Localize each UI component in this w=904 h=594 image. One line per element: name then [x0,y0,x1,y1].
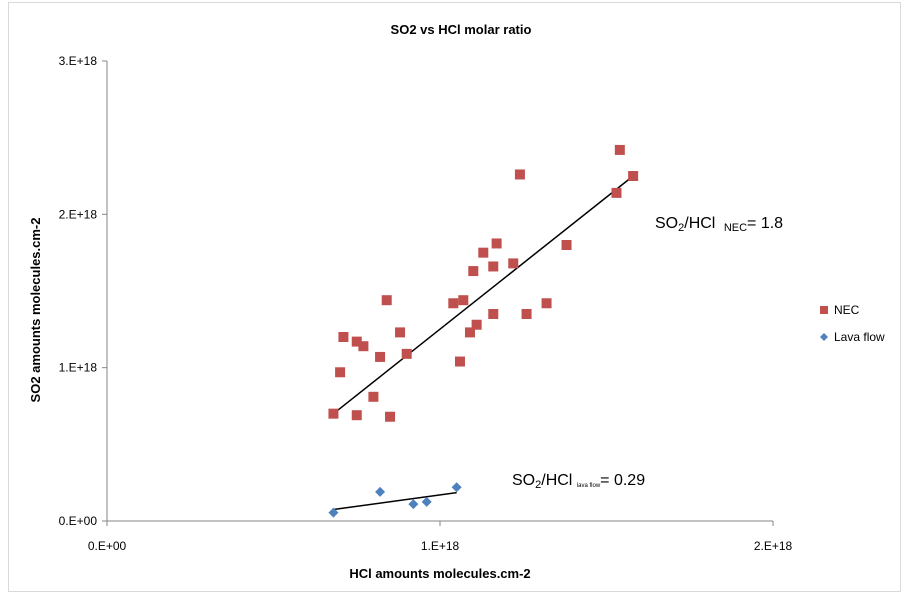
point-nec [401,348,412,359]
point-nec [614,144,625,155]
point-nec [561,240,572,250]
point-nec [508,258,519,269]
point-lava-flow [375,486,386,497]
y-tick-label: 3.E+18 [59,54,98,68]
point-nec [328,408,339,419]
point-nec [464,327,475,338]
annotation-nec: SO2/HCl NEC= 1.8 [655,215,783,234]
point-nec [488,309,499,319]
chart-title: SO2 vs HCl molar ratio [391,22,532,37]
point-nec [385,411,396,422]
point-nec [468,266,479,277]
x-axis-title: HCl amounts molecules.cm-2 [349,566,530,581]
point-nec [368,391,379,402]
y-tick-label: 0.E+00 [59,514,98,528]
point-nec [351,410,362,421]
point-nec [488,261,499,272]
x-tick-label: 0.E+00 [88,539,127,553]
y-tick-label: 1.E+18 [59,361,98,375]
y-tick-label: 2.E+18 [59,207,98,221]
legend-marker-nec [820,306,828,314]
point-nec [448,298,459,309]
y-axis-title: SO2 amounts molecules.cm-2 [28,218,43,403]
point-nec [541,298,552,309]
tick-labels: 0.E+00 1.E+18 2.E+18 0.E+00 1.E+18 2.E+18 3.E+… [59,54,793,553]
x-tick-label: 2.E+18 [754,539,793,553]
point-nec [335,367,346,378]
point-nec [611,187,622,198]
legend: NEC Lava flow [820,303,885,344]
legend-label-lava-flow: Lava flow [834,330,885,344]
point-nec [521,309,532,319]
chart-frame [8,2,901,592]
point-lava-flow [451,482,462,493]
point-nec [454,356,465,367]
annotation-lava-flow: SO2/HCl lava flow= 0.29 [512,472,645,491]
x-tick-label: 1.E+18 [421,539,460,553]
point-nec [338,332,349,342]
point-nec [458,295,469,306]
point-nec [478,247,489,258]
point-lava-flow [408,499,419,510]
point-nec [395,327,406,338]
trendlines [332,175,634,511]
point-nec [471,319,482,330]
point-nec [628,171,639,181]
point-nec [514,169,525,180]
point-nec [351,336,362,347]
point-lava-flow [328,507,339,518]
point-nec [491,238,502,249]
trendline-nec [332,175,634,415]
point-nec [375,351,386,362]
point-nec [381,295,392,306]
data-points [328,144,639,518]
axes [106,61,773,522]
point-lava-flow [421,496,432,507]
legend-label-nec: NEC [834,303,860,317]
point-nec [358,341,369,352]
legend-marker-lava-flow [820,333,828,341]
trendline-lava-flow [333,491,457,511]
